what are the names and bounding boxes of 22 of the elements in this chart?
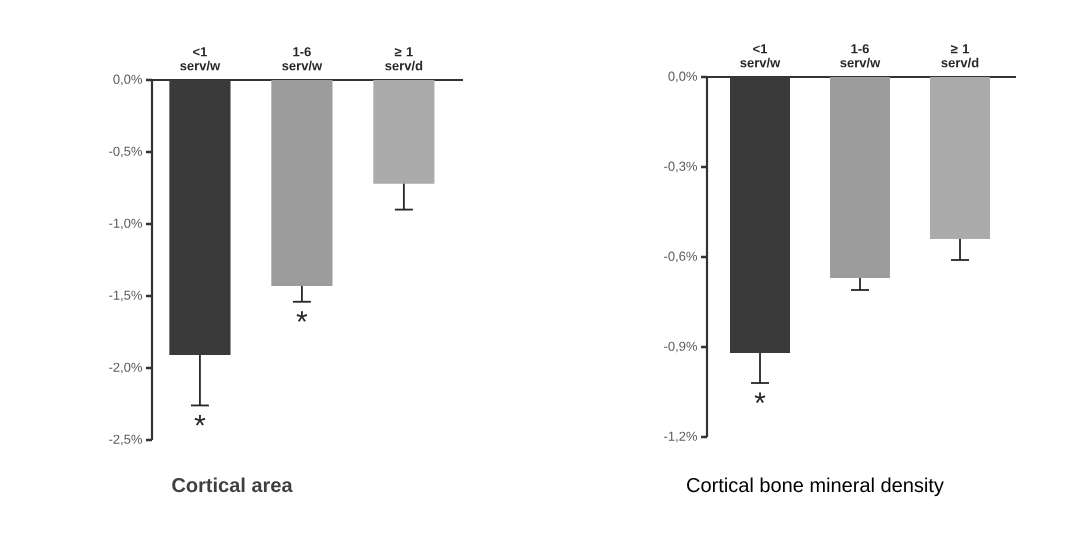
y-tick-label: -0,5%: [109, 146, 143, 158]
annotation: *: [296, 311, 308, 322]
x-tick-label: <1 serv/w: [180, 47, 221, 71]
y-tick-label: -1,5%: [109, 290, 143, 302]
x-tick-label: 1-6 serv/w: [840, 44, 881, 68]
y-tick-label: -1,2%: [664, 431, 698, 443]
y-tick-label: -2,5%: [109, 434, 143, 446]
x-tick-label: <1 serv/w: [740, 44, 781, 68]
y-tick-label: -2,0%: [109, 362, 143, 374]
text: Cortical bone mineral density: [687, 477, 944, 497]
y-tick-label: 0,0%: [113, 74, 143, 86]
annotation: *: [194, 414, 206, 426]
x-tick-label: 1-6 serv/w: [282, 47, 323, 71]
y-tick-label: -1,0%: [109, 218, 143, 230]
y-tick-label: -0,9%: [664, 341, 698, 353]
text: Cortical area: [172, 477, 293, 493]
y-tick-label: 0,0%: [668, 71, 698, 83]
y-tick-label: -0,6%: [664, 251, 698, 263]
annotation: *: [754, 392, 766, 404]
y-tick-label: -0,3%: [664, 161, 698, 173]
x-tick-label: ≥ 1 serv/d: [385, 47, 423, 71]
x-tick-label: ≥ 1 serv/d: [941, 44, 979, 68]
